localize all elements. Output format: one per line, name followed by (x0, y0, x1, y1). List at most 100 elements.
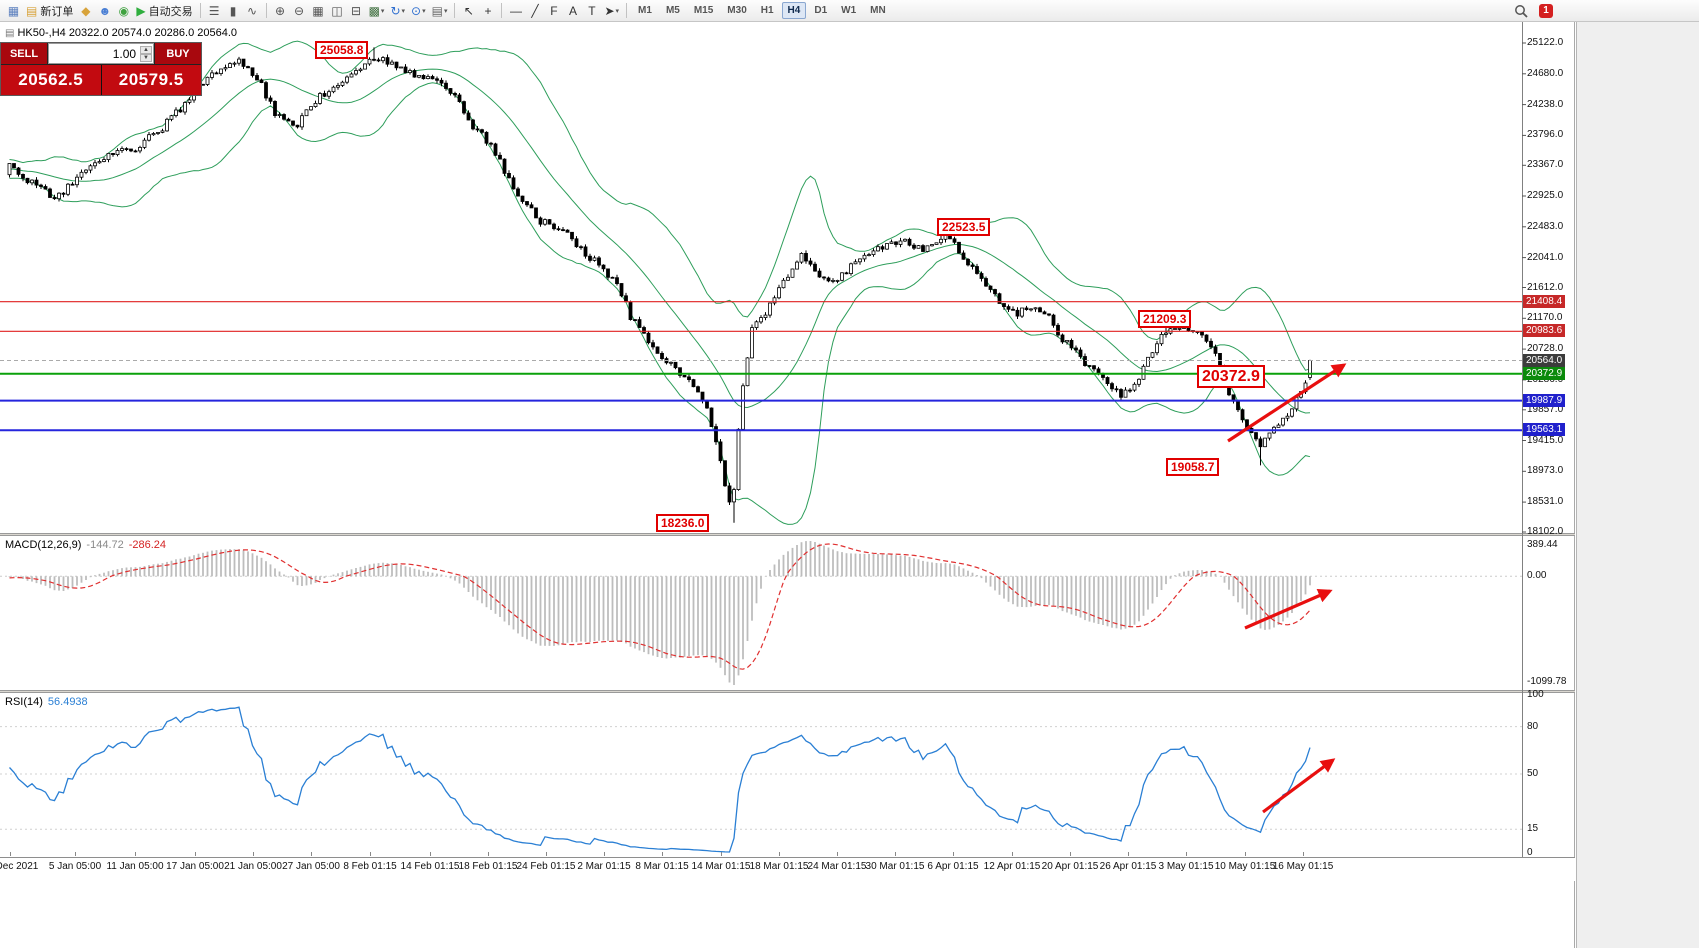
spinner-up-icon[interactable]: ▲ (140, 45, 152, 54)
price-axis-label: 18531.0 (1527, 496, 1564, 508)
timeframe-m15[interactable]: M15 (693, 5, 714, 16)
spinner-down-icon[interactable]: ▼ (140, 53, 152, 62)
buy-price-button[interactable]: 20579.5 (101, 65, 201, 95)
arrange-vertical-icon[interactable]: ◫ (328, 2, 347, 20)
horizontal-line-icon[interactable]: — (506, 2, 525, 20)
new-chart-icon[interactable]: ▩ ▾ (366, 2, 388, 20)
time-axis-label: 18 Mar 01:15 (749, 861, 809, 872)
chevron-down-icon[interactable]: ▾ (380, 7, 385, 15)
trendline-icon[interactable]: ╱ (525, 2, 544, 20)
new-chart-icon-glyph: ▩ (368, 3, 380, 18)
price-annotation[interactable]: 19058.7 (1166, 458, 1220, 476)
trend-arrow[interactable] (1244, 588, 1333, 630)
crosshair-icon-glyph: + (484, 3, 492, 18)
notification-badge[interactable]: 1 (1539, 3, 1553, 18)
chart-canvas[interactable] (0, 22, 1575, 857)
news-icon[interactable]: ◉ (114, 2, 133, 20)
timeframe-w1[interactable]: W1 (841, 5, 857, 16)
chevron-down-icon[interactable]: ▾ (401, 7, 406, 15)
price-annotation[interactable]: 25058.8 (315, 41, 369, 59)
timeframe-h1[interactable]: H1 (760, 5, 774, 16)
tile-windows-icon[interactable]: ▦ (309, 2, 328, 20)
time-axis-label: 30 Dec 2021 (0, 861, 39, 872)
new-order-button-glyph: ▤ (26, 3, 38, 18)
macd-main-value: -144.72 (86, 539, 124, 551)
time-axis-label: 30 Mar 01:15 (865, 861, 925, 872)
autotrading-button-label: 自动交易 (148, 5, 193, 18)
price-axis-label: 22041.0 (1527, 251, 1564, 263)
volume-value: 1.00 (112, 46, 137, 61)
horizontal-line-icon-glyph: — (509, 3, 522, 18)
line-chart-icon-glyph: ∿ (247, 3, 258, 18)
rsi-axis-label: 15 (1527, 823, 1539, 835)
period-icon[interactable]: ⊙ ▾ (408, 2, 429, 20)
new-order-button[interactable]: ▤ 新订单 (23, 2, 76, 20)
timeframe-m1[interactable]: M1 (638, 5, 652, 16)
rsi-axis-label: 0 (1527, 847, 1533, 858)
macd-signal-value: -286.24 (128, 539, 167, 551)
zoom-in-icon[interactable]: ⊕ (271, 2, 290, 20)
price-annotation[interactable]: 18236.0 (656, 514, 710, 532)
zoom-out-icon[interactable]: ⊖ (290, 2, 309, 20)
cursor-icon[interactable]: ↖ (459, 2, 478, 20)
chevron-down-icon[interactable]: ▾ (422, 7, 426, 15)
macd-signal-line (9, 543, 1311, 670)
profiles-icon-glyph: ↻ (390, 3, 401, 18)
toolbar-separator (265, 3, 267, 18)
candlestick-chart-icon[interactable]: ▮ (224, 2, 243, 20)
chart-ohlc-header: ▤ HK50-,H4 20322.0 20574.0 20286.0 20564.… (5, 27, 237, 39)
text-icon[interactable]: A (563, 2, 582, 20)
template-icon[interactable]: ▤ ▾ (429, 2, 451, 20)
search-icon[interactable] (1511, 2, 1531, 20)
time-axis[interactable] (0, 857, 1575, 881)
timeframe-h4[interactable]: H4 (781, 2, 807, 19)
macd-label: MACD(12,26,9) (5, 539, 82, 551)
timeframe-mn[interactable]: MN (870, 5, 886, 16)
timeframe-m5[interactable]: M5 (665, 5, 680, 16)
price-axis-label: 22925.0 (1527, 190, 1564, 202)
time-axis-label: 8 Feb 01:15 (343, 861, 397, 872)
time-axis-label: 2 Mar 01:15 (577, 861, 631, 872)
crosshair-icon[interactable]: + (478, 2, 497, 20)
volume-input[interactable]: 1.00 ▲ ▼ (48, 43, 154, 64)
time-axis-label: 20 Apr 01:15 (1041, 861, 1099, 872)
profiles-icon[interactable]: ↻ ▾ (387, 2, 408, 20)
time-axis-label: 8 Mar 01:15 (635, 861, 689, 872)
price-axis-label: 19415.0 (1527, 434, 1564, 446)
price-annotation[interactable]: 21209.3 (1138, 310, 1192, 328)
price-flag: 19563.1 (1523, 423, 1566, 437)
chevron-down-icon[interactable]: ▾ (615, 7, 620, 15)
timeframe-d1[interactable]: D1 (814, 5, 828, 16)
macd-header: MACD(12,26,9) -144.72 -286.24 (5, 539, 166, 551)
time-axis-label: 10 May 01:15 (1214, 861, 1276, 872)
guru-icon[interactable]: ◆ (76, 2, 95, 20)
chevron-down-icon[interactable]: ▾ (443, 7, 448, 15)
chart-window[interactable]: ▤ HK50-,H4 20322.0 20574.0 20286.0 20564.… (0, 22, 1575, 948)
trendline-icon-glyph: ╱ (531, 3, 539, 18)
arrange-horizontal-icon[interactable]: ⊟ (347, 2, 366, 20)
toolbar-separator (199, 3, 201, 18)
trend-arrow[interactable] (1227, 363, 1347, 443)
price-flag: 20983.6 (1523, 324, 1566, 338)
trend-arrow[interactable] (1262, 758, 1336, 814)
arrows-icon[interactable]: ➤ ▾ (601, 2, 622, 20)
volume-spinner[interactable]: ▲ ▼ (140, 45, 152, 62)
autotrading-button[interactable]: ▶ 自动交易 (133, 2, 195, 20)
trade-panel-top-row: SELL 1.00 ▲ ▼ BUY (1, 43, 201, 64)
price-annotation[interactable]: 22523.5 (937, 218, 991, 236)
price-axis-label: 25122.0 (1527, 37, 1564, 48)
chart-window-icon[interactable]: ▦ (4, 2, 23, 20)
community-icon[interactable]: ☻ (95, 2, 114, 20)
label-icon[interactable]: T (582, 2, 601, 20)
sell-button[interactable]: SELL (1, 43, 47, 64)
bar-chart-icon[interactable]: ☰ (205, 2, 224, 20)
price-annotation[interactable]: 20372.9 (1197, 365, 1265, 388)
line-chart-icon[interactable]: ∿ (243, 2, 262, 20)
arrange-horizontal-icon-glyph: ⊟ (351, 3, 362, 18)
sell-price-button[interactable]: 20562.5 (1, 65, 101, 95)
timeframe-m30[interactable]: M30 (727, 5, 747, 16)
fibonacci-icon[interactable]: F (544, 2, 563, 20)
buy-button[interactable]: BUY (155, 43, 201, 64)
arrows-icon-glyph: ➤ (604, 3, 615, 18)
arrange-vertical-icon-glyph: ◫ (331, 3, 343, 18)
